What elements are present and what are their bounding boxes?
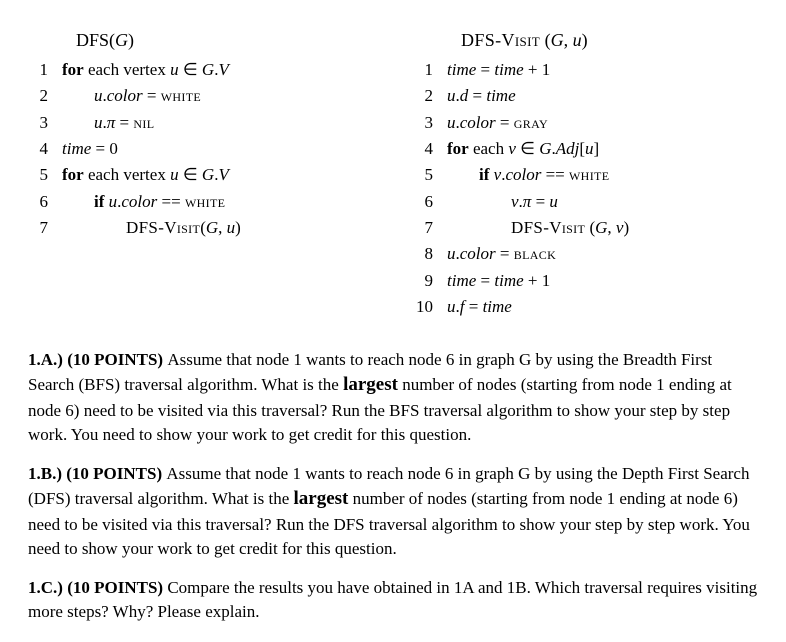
algo-line: 7DFS-Visit (G, v) <box>413 215 758 241</box>
line-code: DFS-Visit (G, v) <box>447 215 629 241</box>
line-number: 3 <box>28 110 62 136</box>
line-code: for each v ∈ G.Adj[u] <box>447 136 599 162</box>
line-code: v.π = u <box>447 189 558 215</box>
line-code: u.d = time <box>447 83 516 109</box>
dfs-visit-lines: 1time = time + 12u.d = time3u.color = gr… <box>413 57 758 320</box>
question-1a-label: 1.A.) (10 POINTS) <box>28 350 167 369</box>
algo-line: 6if u.color == white <box>28 189 373 215</box>
algo-line: 6v.π = u <box>413 189 758 215</box>
algo-line: 1time = time + 1 <box>413 57 758 83</box>
line-code: time = time + 1 <box>447 57 550 83</box>
line-number: 2 <box>413 83 447 109</box>
line-code: u.π = nil <box>62 110 154 136</box>
line-number: 9 <box>413 268 447 294</box>
line-number: 1 <box>28 57 62 83</box>
algo-line: 4time = 0 <box>28 136 373 162</box>
line-number: 8 <box>413 241 447 267</box>
algo-line: 4for each v ∈ G.Adj[u] <box>413 136 758 162</box>
algo-line: 10u.f = time <box>413 294 758 320</box>
question-1b: 1.B.) (10 POINTS) Assume that node 1 wan… <box>28 462 758 560</box>
line-number: 5 <box>28 162 62 188</box>
algo-line: 5if v.color == white <box>413 162 758 188</box>
line-number: 6 <box>413 189 447 215</box>
line-number: 10 <box>413 294 447 320</box>
line-number: 5 <box>413 162 447 188</box>
algo-line: 3u.color = gray <box>413 110 758 136</box>
dfs-visit-title: DFS-Visit (G, u) <box>413 30 758 51</box>
line-code: if u.color == white <box>62 189 225 215</box>
line-code: time = time + 1 <box>447 268 550 294</box>
algo-line: 2u.color = white <box>28 83 373 109</box>
line-number: 4 <box>28 136 62 162</box>
question-1b-largest: largest <box>294 488 349 509</box>
question-1a: 1.A.) (10 POINTS) Assume that node 1 wan… <box>28 348 758 446</box>
question-1c: 1.C.) (10 POINTS) Compare the results yo… <box>28 576 758 624</box>
question-1a-largest: largest <box>343 374 398 395</box>
algo-line: 5for each vertex u ∈ G.V <box>28 162 373 188</box>
dfs-lines: 1for each vertex u ∈ G.V2u.color = white… <box>28 57 373 241</box>
algo-line: 8u.color = black <box>413 241 758 267</box>
line-number: 6 <box>28 189 62 215</box>
line-number: 7 <box>413 215 447 241</box>
line-code: for each vertex u ∈ G.V <box>62 162 229 188</box>
line-number: 1 <box>413 57 447 83</box>
line-code: u.color = gray <box>447 110 548 136</box>
dfs-algorithm: DFS(G) 1for each vertex u ∈ G.V2u.color … <box>28 30 373 320</box>
question-1c-label: 1.C.) (10 POINTS) <box>28 578 167 597</box>
question-1b-label: 1.B.) (10 POINTS) <box>28 464 166 483</box>
line-code: for each vertex u ∈ G.V <box>62 57 229 83</box>
line-number: 4 <box>413 136 447 162</box>
line-number: 7 <box>28 215 62 241</box>
dfs-visit-algorithm: DFS-Visit (G, u) 1time = time + 12u.d = … <box>413 30 758 320</box>
algo-line: 1for each vertex u ∈ G.V <box>28 57 373 83</box>
line-code: u.color = black <box>447 241 556 267</box>
algo-line: 9time = time + 1 <box>413 268 758 294</box>
algo-line: 3u.π = nil <box>28 110 373 136</box>
line-number: 2 <box>28 83 62 109</box>
line-code: if v.color == white <box>447 162 609 188</box>
dfs-title: DFS(G) <box>28 30 373 51</box>
line-code: u.f = time <box>447 294 512 320</box>
line-code: DFS-Visit(G, u) <box>62 215 241 241</box>
line-code: u.color = white <box>62 83 201 109</box>
algo-line: 7DFS-Visit(G, u) <box>28 215 373 241</box>
algo-line: 2u.d = time <box>413 83 758 109</box>
line-code: time = 0 <box>62 136 118 162</box>
algorithms-container: DFS(G) 1for each vertex u ∈ G.V2u.color … <box>28 30 758 320</box>
line-number: 3 <box>413 110 447 136</box>
